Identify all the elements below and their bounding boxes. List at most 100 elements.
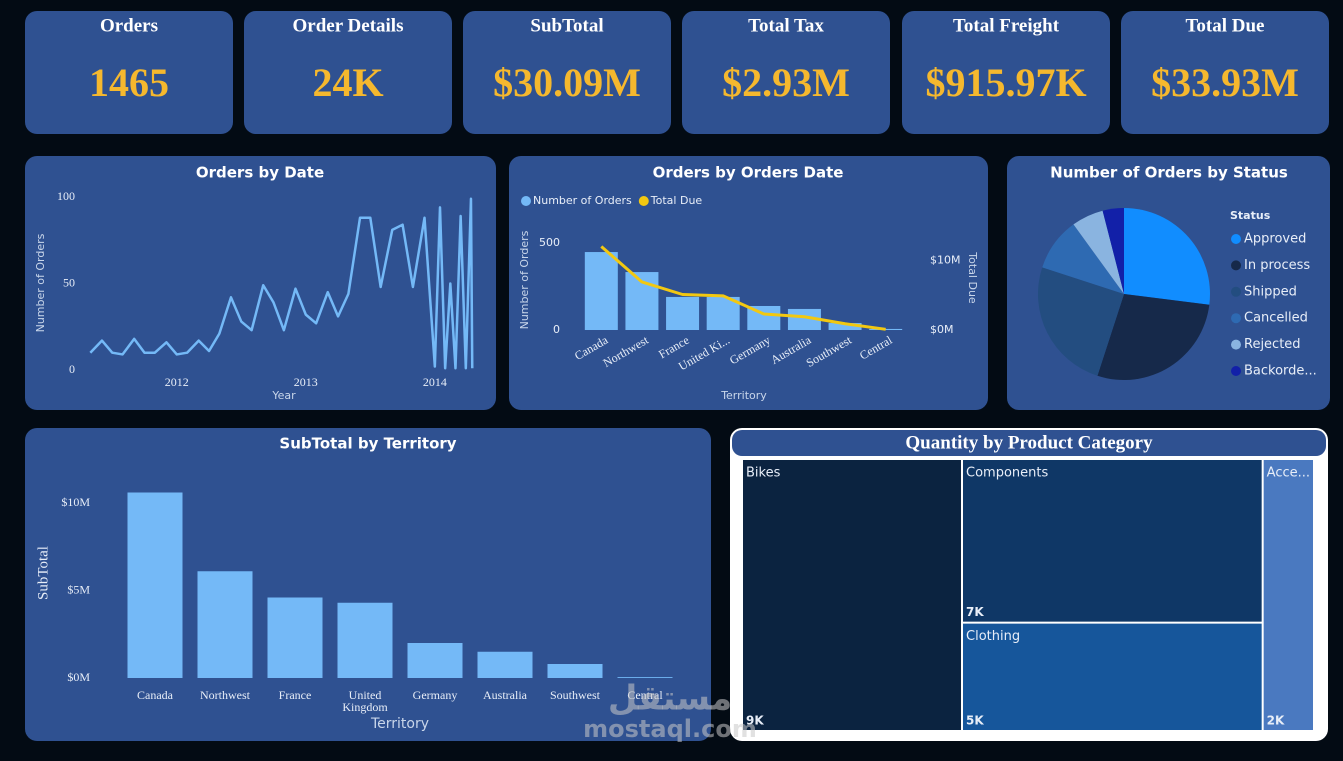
legend-label: Backorde... bbox=[1244, 364, 1317, 379]
bar bbox=[267, 597, 323, 678]
x-tick-label: Australia bbox=[483, 689, 527, 702]
kpi-value: 24K bbox=[312, 60, 383, 105]
legend-marker bbox=[1231, 313, 1241, 324]
legend-marker bbox=[1231, 260, 1241, 271]
legend-title: Status bbox=[1230, 209, 1271, 222]
y-tick-label: $5M bbox=[67, 582, 90, 596]
pie-slice bbox=[1073, 210, 1124, 294]
tile-value: 7K bbox=[966, 605, 984, 619]
pie-slice bbox=[1042, 224, 1124, 294]
legend-marker bbox=[1231, 234, 1241, 244]
x-tick-label: Germany bbox=[412, 689, 458, 702]
pie-slice bbox=[1124, 208, 1210, 305]
x-tick-label: 2013 bbox=[294, 375, 318, 389]
x-tick-label: 2012 bbox=[165, 375, 189, 389]
bar bbox=[337, 602, 393, 678]
kpi-value: $915.97K bbox=[925, 60, 1086, 105]
chart-title: Number of Orders by Status bbox=[1050, 164, 1288, 182]
x-tick-label: United Kingdom bbox=[342, 689, 388, 714]
kpi-value: $33.93M bbox=[1151, 60, 1299, 105]
x-tick-label: 2014 bbox=[423, 375, 447, 389]
bar bbox=[828, 323, 862, 330]
x-tick-text: Germany bbox=[412, 689, 458, 702]
kpi-title: Orders bbox=[100, 15, 158, 36]
x-tick-text: France bbox=[278, 689, 312, 702]
line-series bbox=[89, 197, 474, 370]
x-tick-text: Central bbox=[627, 689, 663, 702]
y-tick-label: 50 bbox=[63, 275, 75, 289]
y-tick-label: $0M bbox=[67, 670, 90, 684]
chart-title: SubTotal by Territory bbox=[279, 435, 456, 453]
bar bbox=[617, 677, 673, 678]
tile-label: Bikes bbox=[746, 466, 781, 481]
tile-value: 9K bbox=[746, 714, 764, 728]
watermark-logo: مستقل bbox=[608, 679, 732, 719]
bar bbox=[407, 643, 463, 678]
kpi-card bbox=[244, 11, 452, 134]
legend-label: Number of Orders bbox=[533, 194, 632, 207]
y-axis-title: SubTotal bbox=[35, 546, 51, 600]
panel bbox=[25, 428, 711, 741]
line-series bbox=[600, 245, 886, 331]
panel-header bbox=[732, 430, 1326, 456]
bar bbox=[706, 296, 740, 330]
y-axis-title: Number of Orders bbox=[34, 233, 47, 332]
legend-label: Rejected bbox=[1244, 337, 1301, 352]
chart-title: Orders by Date bbox=[196, 164, 324, 182]
x-tick-label: Northwest bbox=[200, 689, 250, 702]
y-axis-title: Number of Orders bbox=[518, 230, 531, 329]
panel bbox=[25, 156, 496, 410]
bar bbox=[197, 571, 253, 678]
y2-tick-label: $10M bbox=[930, 253, 961, 266]
legend-label: Approved bbox=[1244, 232, 1306, 247]
x-tick-label: Central bbox=[627, 689, 663, 702]
legend-label: Total Due bbox=[650, 194, 703, 207]
chart-title: Quantity by Product Category bbox=[905, 432, 1153, 453]
kpi-card bbox=[463, 11, 671, 134]
bar bbox=[127, 492, 183, 678]
x-tick-text: United Kingdom bbox=[342, 689, 388, 714]
bar bbox=[584, 252, 618, 330]
legend-marker bbox=[521, 196, 531, 206]
tile-value: 2K bbox=[1267, 714, 1285, 728]
kpi-value: $2.93M bbox=[722, 60, 850, 105]
tile-label: Components bbox=[966, 466, 1048, 481]
y2-tick-label: $0M bbox=[930, 323, 954, 336]
treemap-tile bbox=[1263, 460, 1313, 730]
kpi-card bbox=[1121, 11, 1329, 134]
x-axis-title: Territory bbox=[720, 389, 767, 402]
bar bbox=[477, 651, 533, 678]
kpi-title: Total Tax bbox=[748, 15, 824, 36]
x-axis-title: Territory bbox=[370, 716, 429, 732]
legend-label: In process bbox=[1244, 258, 1310, 273]
bar bbox=[666, 296, 700, 330]
y2-axis-title: Total Due bbox=[966, 251, 979, 304]
bar bbox=[547, 664, 603, 678]
pie-slice bbox=[1038, 267, 1124, 376]
x-tick-text: Southwest bbox=[549, 689, 600, 702]
kpi-value: $30.09M bbox=[493, 60, 641, 105]
kpi-card bbox=[682, 11, 890, 134]
legend-label: Cancelled bbox=[1244, 311, 1308, 326]
x-tick-label: Southwest bbox=[549, 689, 600, 702]
kpi-title: SubTotal bbox=[530, 15, 603, 36]
treemap-tile bbox=[963, 460, 1262, 622]
x-tick-text: Northwest bbox=[200, 689, 250, 702]
x-tick-text: Australia bbox=[483, 689, 527, 702]
bar bbox=[869, 328, 903, 330]
legend-label: Shipped bbox=[1244, 284, 1297, 299]
kpi-card bbox=[902, 11, 1110, 134]
pie-slice bbox=[1102, 208, 1124, 294]
x-tick-label: France bbox=[278, 689, 312, 702]
y-tick-label: 500 bbox=[539, 236, 560, 249]
treemap-tile bbox=[963, 623, 1262, 730]
y-tick-label: $10M bbox=[61, 495, 90, 509]
kpi-title: Total Freight bbox=[953, 15, 1060, 36]
kpi-value: 1465 bbox=[89, 60, 169, 105]
y-tick-label: 0 bbox=[69, 362, 75, 376]
x-tick-label: Canada bbox=[137, 689, 173, 702]
watermark-text: mostaql.com bbox=[583, 715, 757, 743]
x-tick-text: Canada bbox=[137, 689, 173, 702]
y-tick-label: 0 bbox=[553, 323, 560, 336]
kpi-title: Total Due bbox=[1185, 15, 1264, 36]
